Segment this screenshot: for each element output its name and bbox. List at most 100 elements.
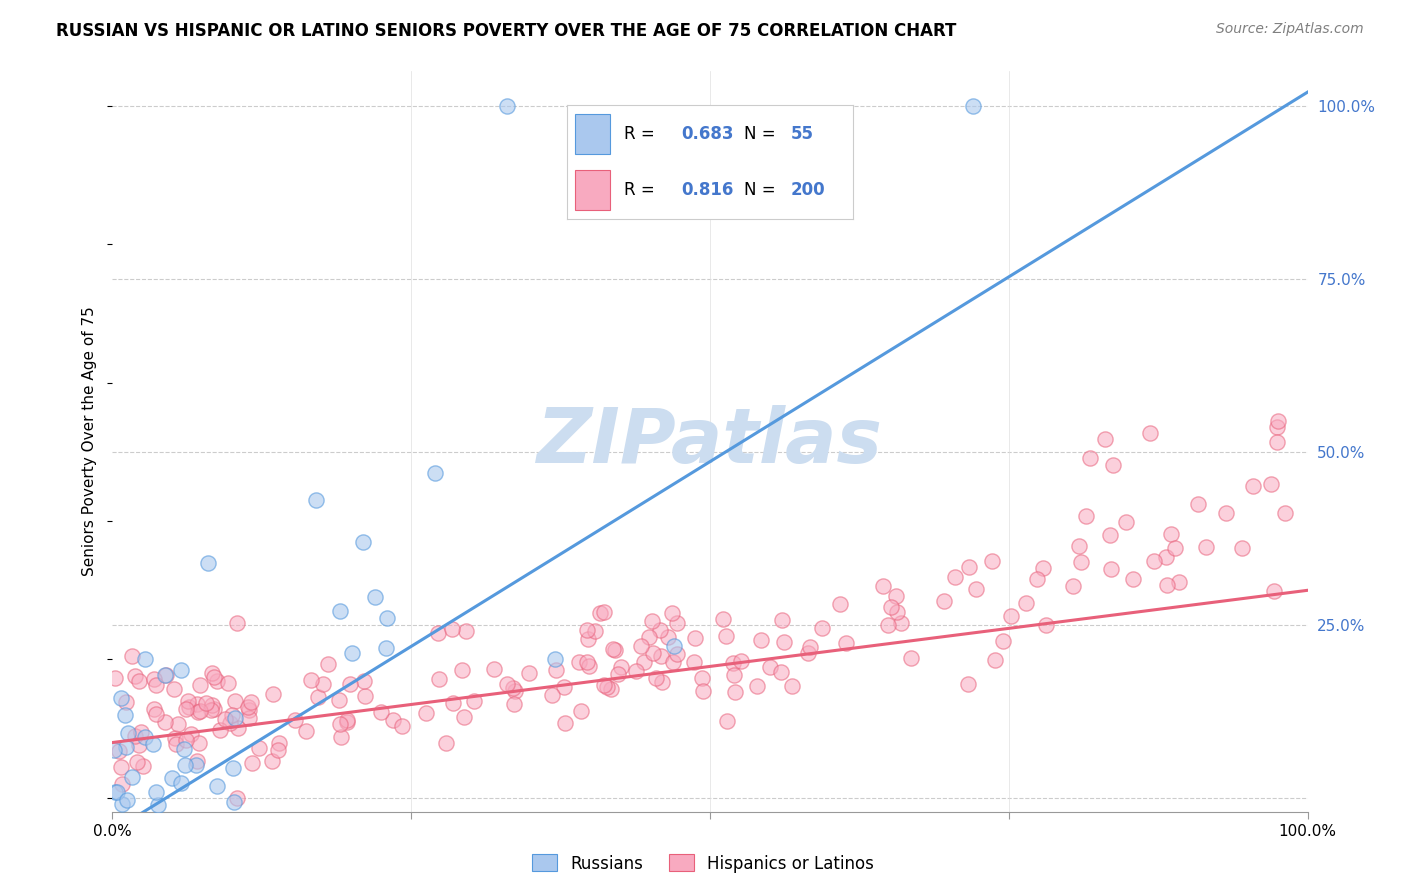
Point [1032, 561, 1054, 575]
Point [721, 657, 744, 671]
Point [503, 684, 526, 698]
Point [177, 694, 200, 708]
Point [240, 756, 263, 770]
Point [364, 591, 387, 605]
Point [1215, 506, 1237, 520]
Point [692, 684, 714, 698]
Point [1074, 508, 1097, 523]
Point [128, 847, 150, 861]
Point [111, 797, 134, 811]
Point [103, 838, 125, 853]
Point [186, 758, 208, 772]
Point [329, 604, 352, 618]
Point [201, 698, 224, 712]
Point [354, 690, 377, 704]
Point [683, 631, 706, 645]
Point [260, 754, 283, 768]
Point [295, 724, 318, 739]
Point [626, 664, 648, 678]
Point [544, 663, 567, 677]
Point [134, 652, 156, 666]
Point [1000, 608, 1022, 623]
Point [124, 668, 146, 682]
Point [1078, 450, 1101, 465]
Point [682, 655, 704, 669]
Point [170, 664, 193, 678]
Point [426, 626, 449, 640]
Point [115, 740, 138, 755]
Point [107, 847, 129, 861]
Point [187, 706, 209, 720]
Point [886, 605, 908, 619]
Point [219, 715, 242, 730]
Point [188, 704, 211, 718]
Point [180, 824, 202, 838]
Point [553, 680, 575, 694]
Point [749, 632, 772, 647]
Point [145, 785, 167, 799]
Point [336, 715, 359, 730]
Point [714, 629, 737, 643]
Point [759, 660, 782, 674]
Point [427, 673, 450, 687]
Point [1163, 541, 1185, 556]
Point [1265, 419, 1288, 434]
Point [576, 632, 599, 646]
Point [1062, 579, 1084, 593]
Point [225, 615, 247, 630]
Point [239, 695, 262, 709]
Point [1156, 577, 1178, 591]
Point [122, 847, 145, 861]
Point [173, 741, 195, 756]
Point [128, 739, 150, 753]
Point [962, 99, 984, 113]
Point [162, 772, 184, 786]
Point [370, 706, 392, 720]
Point [724, 685, 747, 699]
Point [593, 678, 616, 692]
Point [828, 598, 851, 612]
Point [745, 680, 768, 694]
Point [305, 493, 328, 508]
Point [336, 713, 359, 727]
Point [307, 690, 329, 705]
Point [155, 668, 177, 682]
Point [1069, 540, 1091, 554]
Point [238, 711, 260, 725]
Point [340, 646, 363, 660]
Point [650, 648, 672, 663]
Point [143, 701, 166, 715]
Point [222, 761, 245, 775]
Point [770, 613, 793, 627]
Point [374, 640, 396, 655]
Point [114, 832, 136, 847]
Point [104, 785, 127, 799]
Point [554, 716, 576, 731]
Point [124, 832, 146, 847]
Point [1115, 515, 1137, 529]
Point [441, 696, 464, 710]
Point [165, 737, 187, 751]
Point [957, 677, 980, 691]
Point [456, 624, 478, 638]
Point [174, 732, 197, 747]
Point [299, 673, 322, 687]
Point [772, 634, 794, 648]
Point [103, 742, 125, 756]
Point [1260, 477, 1282, 491]
Point [651, 674, 673, 689]
Point [690, 671, 713, 685]
Point [482, 662, 505, 676]
Point [316, 657, 339, 671]
Point [217, 675, 239, 690]
Point [666, 647, 689, 661]
Point [377, 611, 399, 625]
Point [1265, 434, 1288, 449]
Point [415, 706, 437, 720]
Point [943, 570, 966, 584]
Point [117, 831, 139, 846]
Point [900, 650, 922, 665]
Point [214, 712, 236, 726]
Point [596, 680, 619, 694]
Point [221, 707, 243, 722]
